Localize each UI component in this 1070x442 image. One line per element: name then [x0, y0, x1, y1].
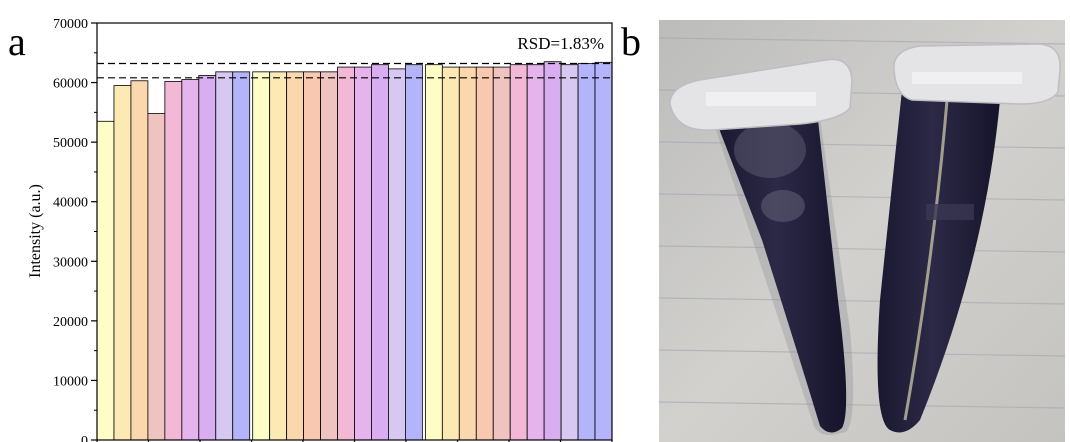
bar-4: [147, 113, 166, 441]
paper-line: [659, 37, 1065, 45]
bar-23: [475, 66, 494, 441]
bar-14: [320, 71, 338, 441]
bar-17: [371, 64, 389, 441]
y-tick-label: 60000: [53, 77, 88, 92]
paper-line: [659, 349, 1065, 357]
panel-a-label: a: [8, 19, 26, 64]
bar-11: [269, 71, 288, 441]
bar-18: [388, 68, 406, 441]
bar-5: [164, 80, 183, 441]
bar-3: [130, 80, 149, 441]
bar-26: [526, 64, 545, 441]
y-tick-label: 20000: [53, 315, 88, 330]
reference-lines: [97, 62, 612, 79]
bar-6: [181, 79, 200, 441]
y-tick-label: 30000: [53, 255, 88, 270]
bar-22: [458, 66, 477, 441]
left-tube-bubble: [734, 122, 806, 178]
rsd-annotation: RSD=1.83%: [517, 34, 604, 53]
y-tick-label: 50000: [53, 136, 88, 151]
paper-line: [659, 401, 1065, 409]
left-tube-bubble-small: [761, 190, 805, 222]
bar-19: [404, 64, 423, 441]
bar-25: [509, 64, 528, 441]
y-tick-label: 70000: [53, 17, 88, 32]
bar-7: [198, 75, 217, 441]
bar-24: [492, 66, 511, 441]
x-axis-ticks: [96, 440, 613, 442]
bar-10: [252, 71, 271, 441]
y-axis-ticks: 0 10000 20000 30000 40000 50000 60000 70000: [53, 17, 97, 442]
bar-30: [594, 61, 613, 441]
bar-1: [96, 120, 115, 441]
paper-line: [659, 297, 1065, 305]
y-tick-label: 10000: [53, 374, 88, 389]
right-tube-reflection: [903, 87, 950, 421]
y-tick-label: 0: [81, 434, 88, 442]
left-tube: [669, 58, 854, 436]
bar-15: [337, 66, 355, 441]
right-tube-liquid: [877, 90, 1000, 433]
bar-21: [441, 66, 460, 441]
right-tube: [877, 43, 1061, 433]
paper-line: [659, 245, 1065, 253]
bar-27: [543, 61, 562, 441]
y-axis-title: Intensity (a.u.): [27, 184, 44, 278]
bar-16: [354, 66, 372, 441]
tubes-photo: [659, 20, 1065, 442]
bars: [96, 61, 613, 441]
left-tube-liquid: [718, 120, 847, 433]
bar-9: [232, 71, 251, 441]
paper-line: [659, 193, 1065, 201]
bar-29: [577, 63, 596, 441]
bar-13: [303, 71, 321, 441]
bar-8: [215, 71, 234, 441]
bar-2: [113, 85, 132, 441]
bar-12: [286, 71, 305, 441]
panel-b-label: b: [621, 19, 641, 64]
y-tick-label: 40000: [53, 196, 88, 211]
bar-28: [560, 64, 579, 441]
bar-chart: 0 10000 20000 30000 40000 50000 60000 70000 Int…: [27, 17, 613, 442]
bar-20: [424, 64, 443, 441]
